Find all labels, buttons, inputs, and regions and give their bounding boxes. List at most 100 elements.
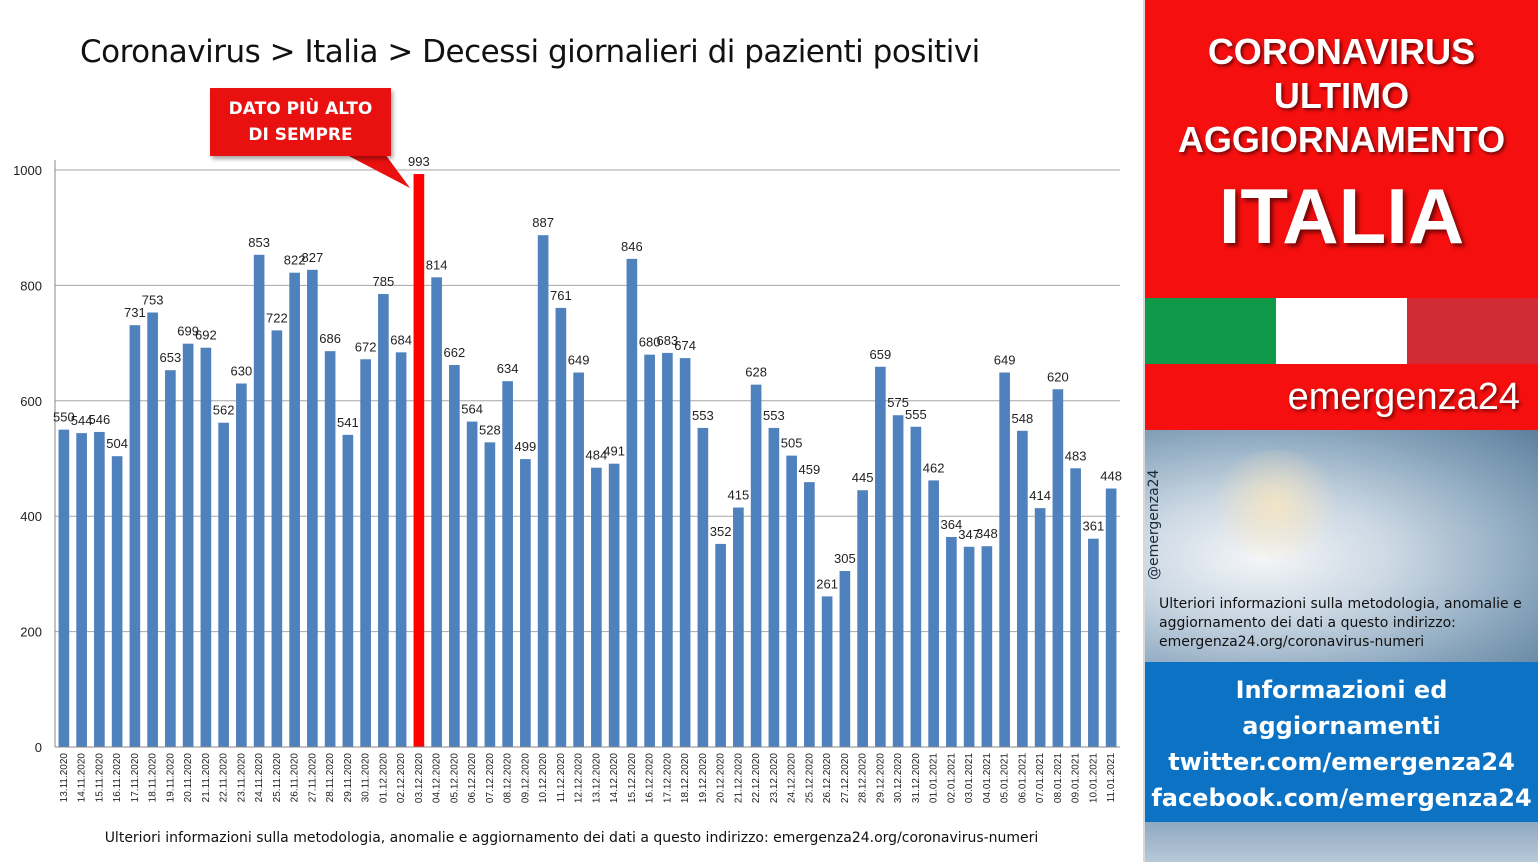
x-tick-label: 09.12.2020 bbox=[520, 753, 531, 803]
data-label: 261 bbox=[816, 576, 838, 591]
data-label: 686 bbox=[319, 331, 341, 346]
bar bbox=[76, 433, 87, 747]
data-label: 484 bbox=[586, 448, 608, 463]
data-label: 483 bbox=[1065, 448, 1087, 463]
x-tick-label: 07.01.2021 bbox=[1035, 753, 1046, 803]
data-label: 361 bbox=[1083, 519, 1105, 534]
bar bbox=[963, 546, 975, 747]
bar bbox=[679, 358, 691, 747]
bar bbox=[253, 254, 265, 747]
data-label: 761 bbox=[550, 288, 572, 303]
bar bbox=[520, 459, 531, 747]
x-tick-label: 24.11.2020 bbox=[254, 753, 265, 803]
data-label: 462 bbox=[923, 460, 945, 475]
x-tick-label: 19.11.2020 bbox=[165, 753, 176, 803]
data-label: 853 bbox=[248, 235, 270, 250]
y-tick-label: 400 bbox=[20, 509, 42, 524]
bar bbox=[94, 431, 105, 747]
data-label: 491 bbox=[603, 444, 625, 459]
x-tick-label: 20.12.2020 bbox=[716, 753, 727, 803]
x-tick-label: 18.12.2020 bbox=[680, 753, 691, 803]
bar bbox=[271, 330, 283, 747]
data-label: 634 bbox=[497, 361, 519, 376]
data-label: 846 bbox=[621, 239, 643, 254]
x-tick-label: 16.12.2020 bbox=[645, 753, 656, 803]
x-tick-label: 05.01.2021 bbox=[1000, 753, 1011, 803]
bar bbox=[1017, 430, 1028, 747]
y-tick-label: 0 bbox=[35, 740, 42, 755]
data-label: 550 bbox=[53, 410, 75, 425]
bar bbox=[307, 269, 318, 747]
info-line-2: aggiornamenti bbox=[1242, 712, 1441, 740]
bar bbox=[378, 294, 389, 747]
data-label: 414 bbox=[1029, 488, 1051, 503]
x-tick-label: 11.01.2021 bbox=[1106, 753, 1117, 803]
bar bbox=[111, 456, 123, 747]
headline-line-1: CORONAVIRUS bbox=[1207, 31, 1476, 72]
x-tick-label: 27.12.2020 bbox=[840, 753, 851, 803]
x-tick-label: 01.01.2021 bbox=[929, 753, 940, 803]
x-tick-label: 20.11.2020 bbox=[183, 753, 194, 803]
bar bbox=[413, 174, 425, 747]
callout-pointer bbox=[345, 154, 410, 188]
flag-green-stripe bbox=[1145, 298, 1276, 364]
x-tick-label: 10.01.2021 bbox=[1088, 753, 1099, 803]
data-label: 731 bbox=[124, 305, 146, 320]
data-label: 553 bbox=[763, 408, 785, 423]
x-tick-label: 30.12.2020 bbox=[893, 753, 904, 803]
x-tick-label: 28.11.2020 bbox=[325, 753, 336, 803]
brand-banner: emergenza24 bbox=[1145, 364, 1538, 430]
bar bbox=[946, 536, 957, 747]
data-label: 620 bbox=[1047, 369, 1069, 384]
flag-red-stripe bbox=[1407, 298, 1538, 364]
twitter-handle: @emergenza24 bbox=[1146, 469, 1162, 581]
bar-chart: 0 200 400 600 800 1000 550 13.11.2020 544 14.11.2… bbox=[13, 154, 1122, 803]
x-tick-label: 30.11.2020 bbox=[361, 753, 372, 803]
info-line-1: Informazioni ed bbox=[1235, 676, 1448, 704]
bar bbox=[839, 571, 851, 747]
bar bbox=[892, 415, 904, 747]
data-label: 827 bbox=[302, 250, 324, 265]
x-tick-label: 23.11.2020 bbox=[236, 753, 247, 803]
bar bbox=[910, 426, 922, 747]
flag-white-stripe bbox=[1276, 298, 1407, 364]
data-label: 305 bbox=[834, 551, 856, 566]
data-label: 528 bbox=[479, 422, 501, 437]
bar bbox=[857, 490, 868, 747]
data-label: 546 bbox=[89, 412, 111, 427]
data-label: 348 bbox=[976, 526, 998, 541]
x-tick-label: 15.12.2020 bbox=[627, 753, 638, 803]
data-label: 415 bbox=[728, 488, 750, 503]
data-label: 680 bbox=[639, 335, 661, 350]
data-label: 672 bbox=[355, 339, 377, 354]
data-label: 753 bbox=[142, 293, 164, 308]
x-tick-label: 06.01.2021 bbox=[1017, 753, 1028, 803]
x-tick-label: 22.12.2020 bbox=[751, 753, 762, 803]
footnote: Ulteriori informazioni sulla metodologia… bbox=[104, 830, 1039, 846]
x-tick-label: 22.11.2020 bbox=[219, 753, 230, 803]
data-label: 562 bbox=[213, 403, 235, 418]
divider bbox=[1143, 0, 1146, 862]
italian-flag bbox=[1145, 298, 1538, 364]
data-label: 649 bbox=[994, 353, 1016, 368]
data-label: 684 bbox=[390, 332, 412, 347]
callout-line-1: DATO PIÙ ALTO bbox=[228, 99, 373, 119]
bar bbox=[1052, 389, 1064, 747]
bar bbox=[733, 507, 744, 747]
data-label: 364 bbox=[941, 517, 963, 532]
bar bbox=[182, 343, 194, 747]
bar bbox=[431, 277, 442, 747]
bar bbox=[502, 381, 513, 747]
x-tick-label: 12.12.2020 bbox=[574, 753, 585, 803]
chart-panel: Coronavirus > Italia > Decessi giornalie… bbox=[13, 34, 1122, 846]
bar bbox=[342, 434, 354, 747]
x-tick-label: 13.11.2020 bbox=[59, 753, 70, 803]
x-tick-label: 15.11.2020 bbox=[94, 753, 105, 803]
data-label: 544 bbox=[71, 413, 93, 428]
facebook-link[interactable]: facebook.com/emergenza24 bbox=[1151, 784, 1532, 812]
data-label: 683 bbox=[657, 333, 679, 348]
bar bbox=[484, 442, 496, 747]
data-label: 352 bbox=[710, 524, 732, 539]
data-label: 445 bbox=[852, 470, 874, 485]
twitter-link[interactable]: twitter.com/emergenza24 bbox=[1168, 748, 1515, 776]
